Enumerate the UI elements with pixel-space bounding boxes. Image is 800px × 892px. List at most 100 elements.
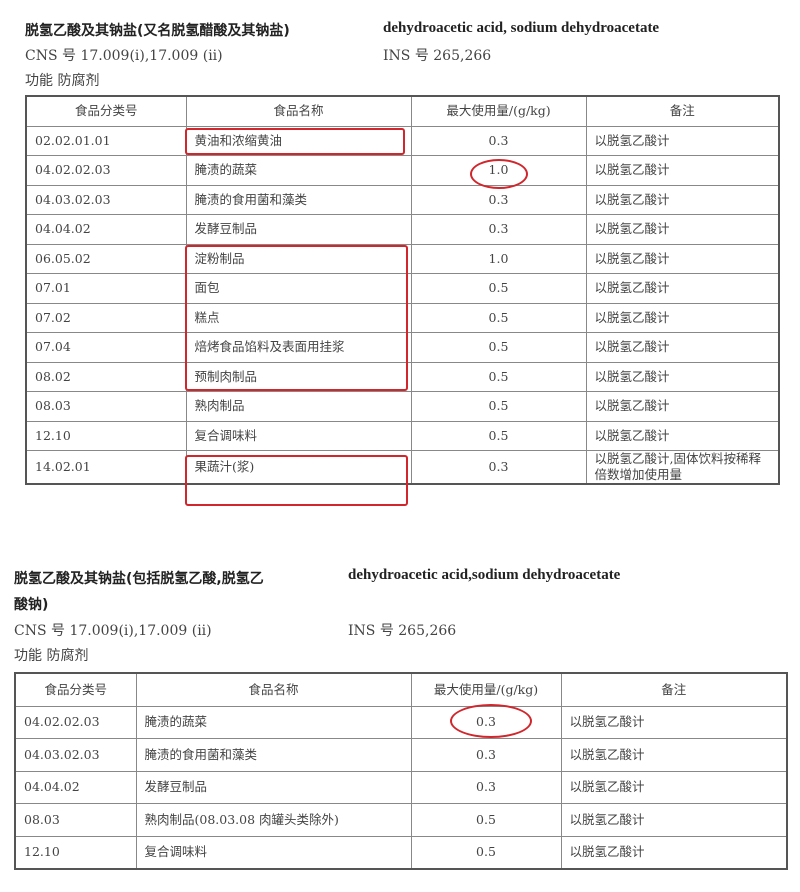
section2-title-line2: 酸钠) — [14, 597, 49, 613]
category-code: 04.03.02.03 — [14, 738, 137, 772]
food-name: 腌渍的食用菌和藻类 — [135, 738, 412, 772]
column-header: 备注 — [560, 672, 788, 707]
table-row: 07.01 面包 0.5 以脱氢乙酸计 — [25, 273, 780, 304]
category-code: 04.04.02 — [14, 770, 137, 804]
highlight-circle-0.3 — [450, 704, 532, 738]
highlight-box-juice — [185, 455, 408, 506]
remark: 以脱氢乙酸计 — [560, 835, 788, 870]
table-row: 08.03 熟肉制品 0.5 以脱氢乙酸计 — [25, 391, 780, 422]
section2-table: 食品分类号 食品名称 最大使用量/(g/kg) 备注 04.02.02.03 腌渍的蔬菜… — [14, 672, 788, 870]
category-code: 12.10 — [14, 835, 137, 870]
max-usage: 0.3 — [410, 214, 587, 245]
max-usage: 0.5 — [410, 273, 587, 304]
max-usage: 0.5 — [410, 391, 587, 422]
section1-title: 脱氢乙酸及其钠盐(又名脱氢醋酸及其钠盐) — [25, 23, 290, 39]
table-header: 食品分类号 食品名称 最大使用量/(g/kg) 备注 — [25, 95, 780, 127]
category-code: 07.04 — [25, 332, 187, 363]
table-row: 02.02.01.01 黄油和浓缩黄油 0.3 以脱氢乙酸计 — [25, 125, 780, 156]
food-name: 焙烤食品馅料及表面用挂浆 — [185, 332, 412, 363]
max-usage: 0.3 — [410, 450, 587, 485]
column-header: 食品名称 — [185, 95, 412, 127]
category-code: 04.04.02 — [25, 214, 187, 245]
food-name: 腌渍的蔬菜 — [135, 705, 412, 739]
table-header: 食品分类号 食品名称 最大使用量/(g/kg) 备注 — [14, 672, 788, 707]
max-usage: 0.5 — [410, 361, 587, 392]
food-name: 黄油和浓缩黄油 — [185, 125, 412, 156]
remark: 以脱氢乙酸计 — [560, 738, 788, 772]
category-code: 08.03 — [25, 391, 187, 422]
category-code: 07.01 — [25, 273, 187, 304]
remark: 以脱氢乙酸计 — [585, 332, 780, 363]
table-row: 04.02.02.03 腌渍的蔬菜 1.0 以脱氢乙酸计 — [25, 155, 780, 186]
max-usage: 0.3 — [410, 184, 587, 215]
section1-english-name: dehydroacetic acid, sodium dehydroacetat… — [383, 20, 660, 36]
section1-table: 食品分类号 食品名称 最大使用量/(g/kg) 备注 02.02.01.01 黄油和浓缩… — [25, 95, 780, 485]
food-name: 复合调味料 — [135, 835, 412, 870]
table-row: 04.04.02 发酵豆制品 0.3 以脱氢乙酸计 — [25, 214, 780, 245]
table-row: 08.03 熟肉制品(08.03.08 肉罐头类除外) 0.5 以脱氢乙酸计 — [14, 803, 788, 837]
remark: 以脱氢乙酸计,固体饮料按稀释倍数增加使用量 — [585, 450, 780, 485]
remark: 以脱氢乙酸计 — [585, 214, 780, 245]
category-code: 02.02.01.01 — [25, 125, 187, 156]
section2-title-line1: 脱氢乙酸及其钠盐(包括脱氢乙酸,脱氢乙 — [14, 571, 264, 587]
category-code: 14.02.01 — [25, 450, 187, 485]
remark: 以脱氢乙酸计 — [585, 302, 780, 333]
column-header: 食品名称 — [135, 672, 412, 707]
category-code: 04.02.02.03 — [14, 705, 137, 739]
remark: 以脱氢乙酸计 — [585, 125, 780, 156]
category-code: 04.02.02.03 — [25, 155, 187, 186]
table-row: 12.10 复合调味料 0.5 以脱氢乙酸计 — [14, 835, 788, 870]
category-code: 12.10 — [25, 420, 187, 451]
max-usage: 0.5 — [410, 835, 562, 870]
highlight-circle-1.0 — [470, 159, 528, 189]
table-row: 04.02.02.03 腌渍的蔬菜 0.3 以脱氢乙酸计 — [14, 705, 788, 739]
max-usage: 1.0 — [410, 243, 587, 274]
max-usage: 0.5 — [410, 302, 587, 333]
section2-ins: INS 号 265,266 — [348, 623, 457, 639]
table-row: 04.04.02 发酵豆制品 0.3 以脱氢乙酸计 — [14, 770, 788, 804]
category-code: 07.02 — [25, 302, 187, 333]
column-header: 食品分类号 — [14, 672, 137, 707]
max-usage: 0.5 — [410, 332, 587, 363]
category-code: 08.03 — [14, 803, 137, 837]
max-usage: 0.5 — [410, 803, 562, 837]
remark: 以脱氢乙酸计 — [585, 184, 780, 215]
max-usage: 0.3 — [410, 770, 562, 804]
section1-function: 功能 防腐剂 — [25, 73, 100, 89]
highlight-box-butter — [185, 128, 405, 155]
table-row: 04.03.02.03 腌渍的食用菌和藻类 0.3 以脱氢乙酸计 — [25, 184, 780, 215]
food-name: 复合调味料 — [185, 420, 412, 451]
table-row: 06.05.02 淀粉制品 1.0 以脱氢乙酸计 — [25, 243, 780, 274]
table-row: 12.10 复合调味料 0.5 以脱氢乙酸计 — [25, 420, 780, 451]
remark: 以脱氢乙酸计 — [585, 243, 780, 274]
max-usage: 0.3 — [410, 125, 587, 156]
category-code: 06.05.02 — [25, 243, 187, 274]
column-header: 最大使用量/(g/kg) — [410, 95, 587, 127]
table-row: 14.02.01 果蔬汁(浆) 0.3 以脱氢乙酸计,固体饮料按稀释倍数增加使用量 — [25, 450, 780, 485]
highlight-box-starch-to-meat — [185, 245, 408, 391]
remark: 以脱氢乙酸计 — [585, 273, 780, 304]
food-name: 熟肉制品 — [185, 391, 412, 422]
remark: 以脱氢乙酸计 — [585, 361, 780, 392]
section1-ins: INS 号 265,266 — [383, 48, 492, 64]
food-name: 发酵豆制品 — [135, 770, 412, 804]
table-row: 07.04 焙烤食品馅料及表面用挂浆 0.5 以脱氢乙酸计 — [25, 332, 780, 363]
remark: 以脱氢乙酸计 — [560, 770, 788, 804]
section2-english-name: dehydroacetic acid,sodium dehydroacetate — [348, 567, 621, 583]
food-name: 淀粉制品 — [185, 243, 412, 274]
remark: 以脱氢乙酸计 — [560, 803, 788, 837]
table-row: 04.03.02.03 腌渍的食用菌和藻类 0.3 以脱氢乙酸计 — [14, 738, 788, 772]
food-name: 发酵豆制品 — [185, 214, 412, 245]
column-header: 备注 — [585, 95, 780, 127]
food-name: 熟肉制品(08.03.08 肉罐头类除外) — [135, 803, 412, 837]
section2-cns: CNS 号 17.009(i),17.009 (ii) — [14, 623, 212, 639]
max-usage: 0.3 — [410, 738, 562, 772]
column-header: 最大使用量/(g/kg) — [410, 672, 562, 707]
food-name: 腌渍的食用菌和藻类 — [185, 184, 412, 215]
category-code: 04.03.02.03 — [25, 184, 187, 215]
remark: 以脱氢乙酸计 — [585, 155, 780, 186]
section2-function: 功能 防腐剂 — [14, 648, 89, 664]
remark: 以脱氢乙酸计 — [585, 420, 780, 451]
category-code: 08.02 — [25, 361, 187, 392]
remark: 以脱氢乙酸计 — [560, 705, 788, 739]
